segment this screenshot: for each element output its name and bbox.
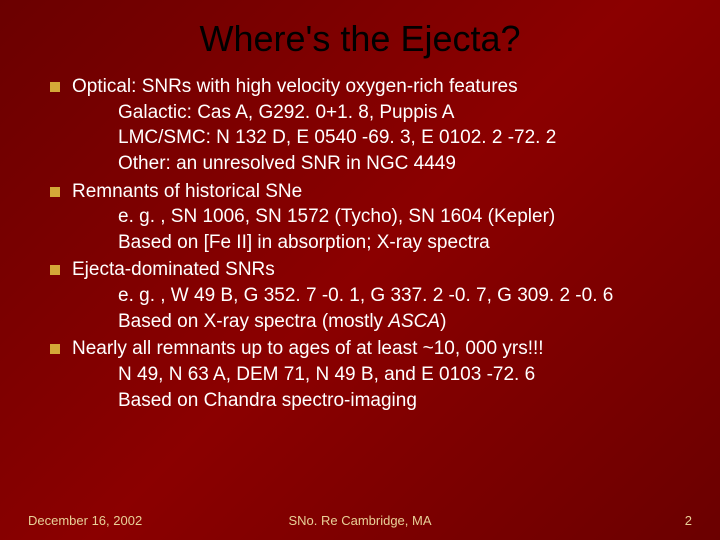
bullet-item: Remnants of historical SNe e. g. , SN 10… [50,179,680,256]
bullet-marker-icon [50,344,60,354]
bullet-text: Ejecta-dominated SNRs [72,257,680,283]
bullet-text: Remnants of historical SNe [72,179,680,205]
footer-page-number: 2 [471,513,692,528]
sub-line: N 49, N 63 A, DEM 71, N 49 B, and E 0103… [50,362,680,388]
bullet-item: Nearly all remnants up to ages of at lea… [50,336,680,413]
bullet-marker-icon [50,82,60,92]
sub-line: LMC/SMC: N 132 D, E 0540 -69. 3, E 0102.… [50,125,680,151]
bullet-item: Optical: SNRs with high velocity oxygen-… [50,74,680,177]
footer-date: December 16, 2002 [28,513,249,528]
bullet-text: Nearly all remnants up to ages of at lea… [72,336,680,362]
slide-footer: December 16, 2002 SNo. Re Cambridge, MA … [0,513,720,528]
slide-content: Optical: SNRs with high velocity oxygen-… [0,74,720,413]
bullet-marker-icon [50,187,60,197]
sub-line: Other: an unresolved SNR in NGC 4449 [50,151,680,177]
sub-line: Galactic: Cas A, G292. 0+1. 8, Puppis A [50,100,680,126]
sub-line: e. g. , W 49 B, G 352. 7 -0. 1, G 337. 2… [50,283,680,309]
sub-line: Based on X-ray spectra (mostly ASCA) [50,309,680,335]
bullet-marker-icon [50,265,60,275]
bullet-text: Optical: SNRs with high velocity oxygen-… [72,74,680,100]
sub-line: Based on Chandra spectro-imaging [50,388,680,414]
sub-line: e. g. , SN 1006, SN 1572 (Tycho), SN 160… [50,204,680,230]
slide-title: Where's the Ejecta? [0,0,720,74]
bullet-item: Ejecta-dominated SNRs e. g. , W 49 B, G … [50,257,680,334]
footer-location: SNo. Re Cambridge, MA [249,513,470,528]
sub-line: Based on [Fe II] in absorption; X-ray sp… [50,230,680,256]
